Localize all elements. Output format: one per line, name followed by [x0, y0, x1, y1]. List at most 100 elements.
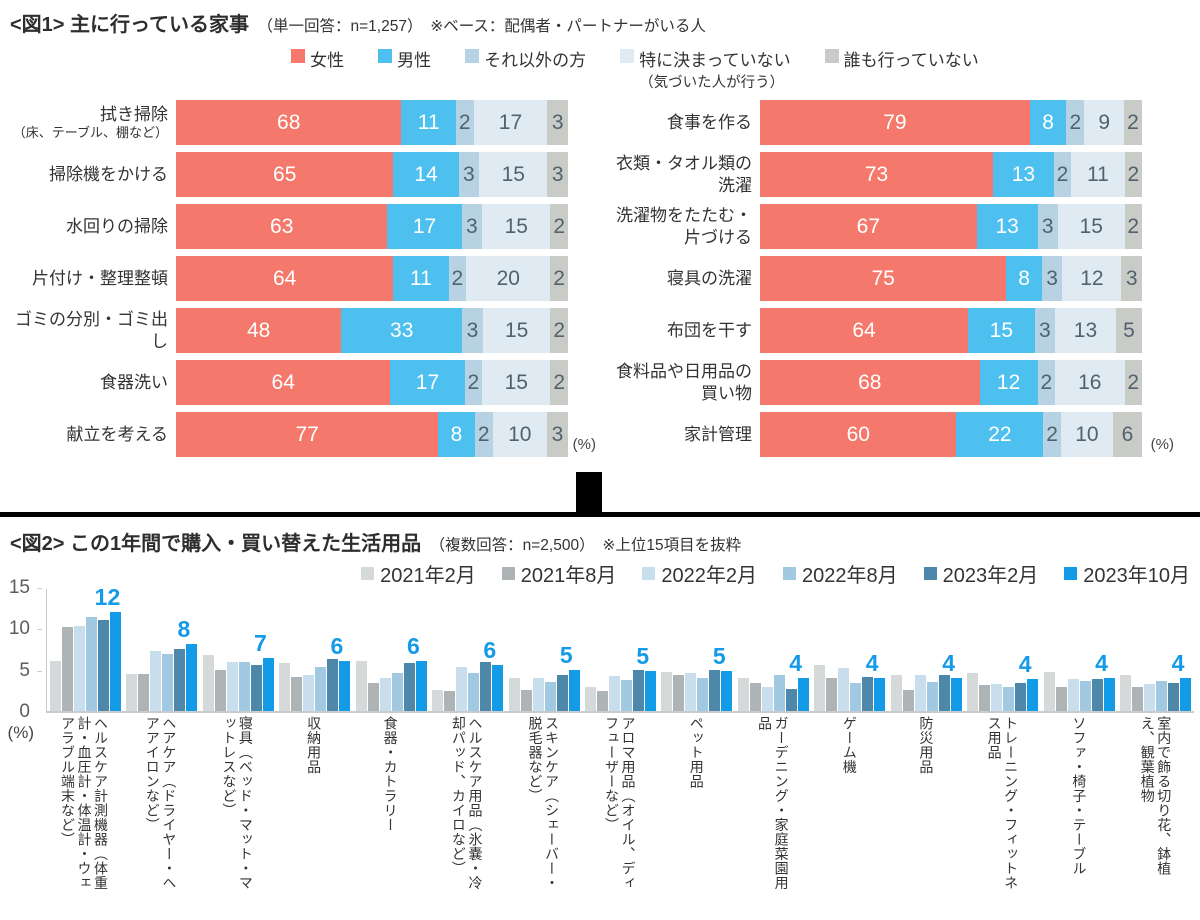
- y-axis: 0 5 10 15 (%): [0, 578, 42, 742]
- bar-segment: 3: [458, 152, 480, 197]
- x-axis-labels: ヘルスケア計測機器（体重計・血圧計・体温計・ウェアラブル端末など） ヘアケア（ドラ…: [46, 716, 1194, 900]
- bar: [327, 658, 339, 711]
- bar-segment: 67: [760, 204, 977, 249]
- bar-row-label-text: 食料品や日用品の買い物: [616, 362, 752, 403]
- bar-segment: 2: [464, 360, 483, 405]
- bar-segment: 13: [976, 204, 1038, 249]
- bar-segment-value: 8: [450, 422, 463, 446]
- bar: [492, 664, 504, 711]
- bar-segment: 3: [547, 100, 568, 145]
- y-tick-label: 0: [19, 701, 30, 722]
- bar-group: 12: [47, 585, 123, 711]
- bar-group: 7: [200, 589, 276, 711]
- bar-row-label-text: 布団を干す: [667, 320, 752, 340]
- unit-label: (%): [1150, 436, 1174, 453]
- bar-value-label: 4: [865, 650, 879, 677]
- category-label: 収納用品: [306, 716, 323, 774]
- bar-segment: 68: [760, 360, 980, 405]
- bar-segment: 63: [176, 204, 388, 249]
- bar-segment-value: 63: [270, 214, 294, 238]
- stacked-bar: 68 12 2 16 2: [760, 360, 1142, 405]
- bar: [250, 664, 262, 711]
- bar-row: 布団を干す 64 15 3 13 5: [602, 308, 1142, 353]
- bar: [97, 619, 109, 711]
- bar-segment-value: 3: [463, 162, 475, 186]
- bar-segment: 2: [550, 360, 568, 405]
- y-tick-label: 5: [19, 659, 30, 681]
- legend-swatch: [378, 49, 393, 63]
- bar-group: 6: [276, 589, 352, 711]
- stacked-bar: 77 8 2 10 3: [176, 412, 568, 457]
- category-label-cell: ヘルスケア計測機器（体重計・血圧計・体温計・ウェアラブル端末など）: [46, 716, 123, 900]
- bar-segment: 11: [393, 256, 449, 301]
- legend-item: 2022年8月: [783, 559, 898, 588]
- bar-segment-value: 5: [1123, 318, 1135, 342]
- figure1-section: <図1> 主に行っている家事 （単一回答：n=1,257） ※ベース：配偶者・パ…: [0, 0, 1200, 457]
- bar: [315, 667, 327, 711]
- bar-row-label: 掃除機をかける: [4, 164, 176, 185]
- legend-swatch: [923, 566, 937, 580]
- bar: [367, 682, 379, 711]
- category-label-cell: ソファ・椅子・テーブル: [1041, 716, 1118, 900]
- bar-group: 5: [582, 589, 658, 711]
- legend-label: 2021年8月: [520, 564, 617, 587]
- bar-value-label: 5: [712, 643, 726, 670]
- legend-swatch: [465, 49, 480, 63]
- stacked-bar: 64 17 2 15 2: [176, 360, 568, 405]
- bar-segment: 3: [462, 308, 483, 353]
- bar: [585, 686, 597, 711]
- bar-segment: 22: [956, 412, 1044, 457]
- bar-segment: 16: [1055, 360, 1125, 405]
- category-label: ソファ・椅子・テーブル: [1071, 716, 1088, 876]
- bar: [826, 677, 838, 711]
- bar-segment-value: 75: [871, 266, 895, 290]
- legend-item: 2021年8月: [501, 559, 617, 588]
- bar-segment-value: 3: [551, 110, 564, 134]
- bar: [226, 662, 238, 711]
- bar: [415, 661, 427, 711]
- bar-segment-value: 60: [846, 422, 870, 446]
- category-label-cell: ヘアケア（ドライヤー・ヘアアイロンなど）: [123, 716, 200, 900]
- bar-segment-value: 3: [466, 214, 478, 238]
- legend-label: 2021年2月: [380, 564, 476, 587]
- stacked-bar: 79 8 2 9 2: [760, 100, 1142, 145]
- legend-item: 誰も行っていない: [824, 46, 979, 71]
- category-label: 防災用品: [918, 716, 935, 774]
- legend-swatch: [361, 566, 375, 580]
- bar-row-label-text: 寝具の洗濯: [667, 268, 752, 288]
- bar-segment: 8: [1006, 256, 1042, 301]
- bar: [914, 675, 926, 711]
- bar: [1003, 687, 1015, 711]
- bar: [926, 681, 938, 711]
- bar-segment: 17: [473, 100, 548, 145]
- bar-row: 衣類・タオル類の洗濯 73 13 2 11 2: [602, 152, 1143, 197]
- legend-item: 女性: [291, 46, 344, 71]
- y-tick-mark: [37, 588, 42, 589]
- bar-group: 8: [123, 589, 199, 711]
- bar-segment-value: 17: [412, 214, 437, 238]
- bar-segment: 68: [176, 100, 402, 145]
- figure2-section: <図2> この1年間で購入・買い替えた生活用品 （複数回答：n=2,500） ※…: [0, 517, 1200, 900]
- bar: [991, 684, 1003, 711]
- bar: [162, 654, 174, 711]
- bar-group: 4: [965, 589, 1041, 711]
- figure2-chart: 0 5 10 15 (%) 12 8 7 6 6 6 5 5 5 4 4 4 4 4 4 ヘルスケア計測機器（体重計…: [8, 578, 1194, 900]
- divider-tab: [576, 472, 602, 512]
- bar: [291, 676, 303, 711]
- stacked-bar: 64 15 3 13 5: [760, 308, 1142, 353]
- figure1-charts: 拭き掃除 （床、テーブル、棚など） 68 11 2 17 3 掃除機をかける 65 14 3 15 3 水…: [0, 100, 1200, 457]
- bar-row-label: 食器洗い: [4, 372, 176, 393]
- bar: [862, 676, 874, 711]
- bar-segment: 15: [482, 360, 551, 405]
- category-label: トレーニング・フィットネス用品: [986, 716, 1020, 890]
- legend-label: 特に決まっていない （気づいた人が行う）: [639, 46, 790, 92]
- legend-item: 2023年10月: [1064, 559, 1190, 588]
- bar-segment-value: 11: [410, 266, 432, 290]
- legend-label-text: 男性: [397, 51, 432, 70]
- bar-segment: 2: [1124, 100, 1142, 145]
- bar-segment: 2: [1066, 100, 1085, 145]
- figure1-subtitle: （単一回答：n=1,257） ※ベース：配偶者・パートナーがいる人: [257, 18, 706, 35]
- bar-segment-value: 2: [1127, 110, 1139, 134]
- y-tick-label: 15: [8, 577, 30, 598]
- bar: [1027, 679, 1039, 711]
